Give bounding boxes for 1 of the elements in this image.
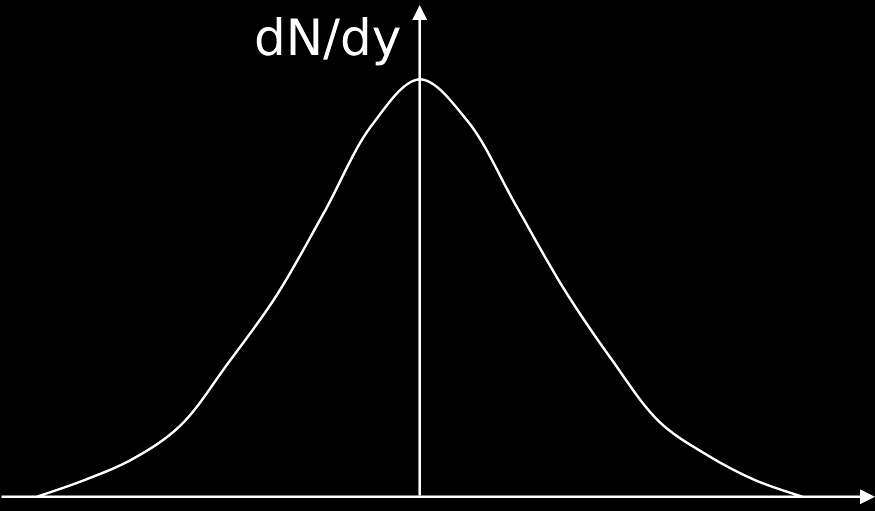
y-axis-title: dN/dy: [254, 9, 402, 67]
